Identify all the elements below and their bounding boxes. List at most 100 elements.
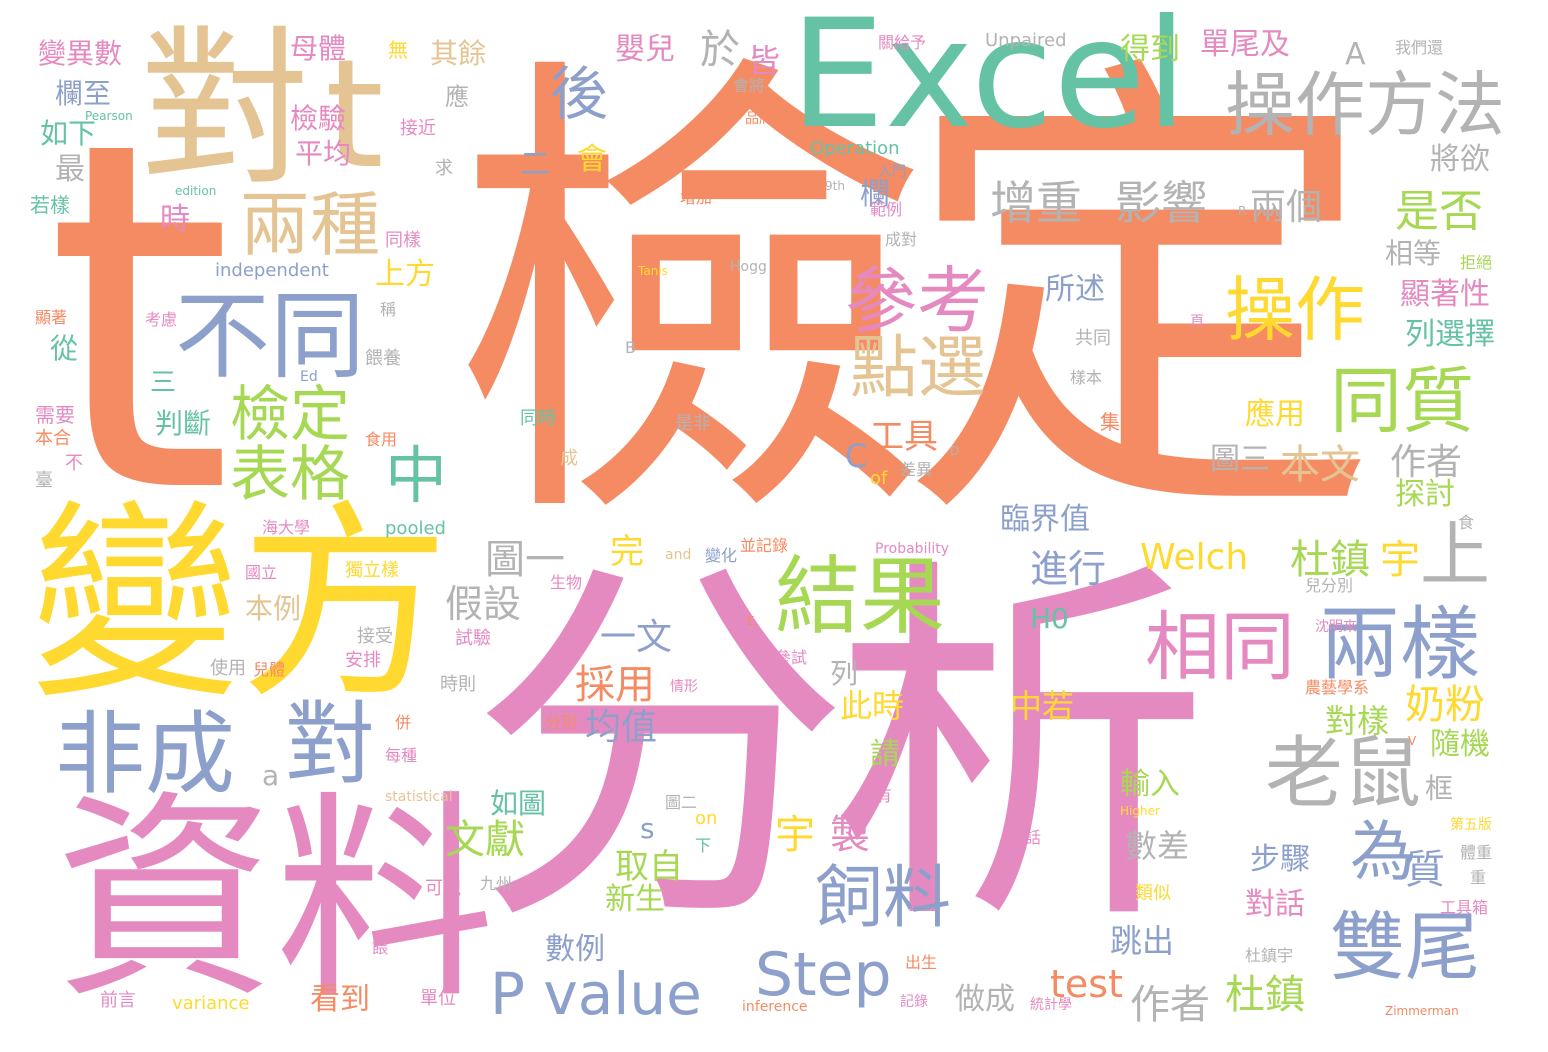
word: 下 — [695, 836, 712, 855]
word: Probability — [875, 541, 950, 557]
word: 框 — [1425, 772, 1454, 805]
word: Ed — [300, 369, 318, 385]
word: 九州 — [480, 874, 513, 893]
word: 沈明來 — [1315, 619, 1357, 635]
word: 二 — [520, 147, 550, 182]
word: 分析 — [470, 528, 1210, 971]
word: 試驗 — [455, 628, 491, 649]
word: 獨立樣 — [345, 560, 399, 581]
word: independent — [215, 260, 329, 281]
word: Welch — [1140, 537, 1249, 578]
word: 品牌 — [745, 111, 773, 127]
word: 將欲 — [1430, 142, 1490, 177]
word: 如下 — [40, 117, 97, 150]
word: Unpaired — [985, 30, 1067, 51]
word: 不 — [65, 453, 83, 474]
word: 不同 — [175, 282, 366, 392]
word: 得到 — [1120, 32, 1180, 67]
word: 雙尾 — [1330, 903, 1481, 991]
word: 無 — [388, 38, 408, 62]
word: 變異數 — [38, 37, 123, 70]
word: 均值 — [585, 707, 658, 748]
word: 相等 — [1385, 237, 1442, 270]
word: 探討 — [1395, 477, 1455, 512]
word: 檢定 — [450, 20, 1380, 579]
word: 會 — [577, 142, 607, 177]
word: 範例 — [870, 200, 903, 219]
word: 杜鎮宇 — [1245, 946, 1294, 965]
word: 數例 — [545, 932, 605, 967]
word: 點選 — [850, 329, 987, 408]
word: 後 — [550, 60, 609, 128]
word: 是否 — [1395, 186, 1483, 237]
word: and — [665, 547, 692, 563]
word: 相同 — [1145, 603, 1296, 691]
word: s — [640, 812, 655, 845]
word: 中若 — [1010, 687, 1075, 725]
word: 作者 — [1130, 982, 1210, 1028]
word: 顯著 — [35, 308, 68, 327]
word: 對 — [140, 11, 311, 209]
word: 如圖 — [490, 787, 547, 820]
word: H0 — [1030, 602, 1069, 635]
word: 增加 — [680, 188, 713, 207]
word: 國立 — [245, 563, 278, 582]
word: 食 — [1458, 513, 1475, 532]
word: 所述 — [1045, 272, 1105, 307]
word: 頁 — [1190, 314, 1204, 330]
word: a — [262, 759, 280, 792]
word: 判斷 — [155, 407, 212, 440]
word: 接近 — [400, 118, 436, 139]
word: 製 — [830, 812, 870, 858]
word: 兒分別 — [1305, 576, 1354, 595]
word: 臨界值 — [1000, 502, 1090, 537]
word: variance — [172, 993, 250, 1014]
word: 兩種 — [240, 184, 380, 266]
word: 看到 — [310, 982, 370, 1017]
word: 對樣 — [1325, 702, 1390, 740]
word: Tanis — [638, 264, 668, 278]
word: 記錄 — [900, 994, 928, 1010]
word: 本文 — [1280, 442, 1360, 488]
word: 參考 — [845, 259, 990, 343]
word: 農藝學系 — [1305, 678, 1370, 697]
word: 其餘 — [430, 37, 487, 70]
word: 同樣 — [385, 230, 421, 251]
word: 分別 — [545, 713, 578, 732]
word: 成 — [560, 448, 578, 469]
word: 取自 — [615, 847, 683, 887]
word: 圖二 — [665, 793, 698, 812]
word: 列 — [830, 657, 859, 690]
word: 進行 — [1030, 547, 1107, 591]
word: 應用 — [1245, 397, 1305, 432]
word: 完 — [610, 532, 644, 572]
word: 增重 — [990, 176, 1082, 230]
word: 質 — [1405, 847, 1445, 893]
word: 中 — [385, 439, 448, 512]
word: 兩個 — [1250, 187, 1323, 228]
word: 前言 — [100, 990, 136, 1011]
word: 本合 — [35, 428, 71, 449]
word: pooled — [385, 518, 446, 539]
word: 我們還 — [1395, 38, 1444, 57]
word: 資料 — [55, 772, 496, 1028]
word: 差異 — [900, 460, 933, 479]
word: 顯著性 — [1400, 277, 1490, 312]
word: 飼料 — [815, 859, 952, 938]
word: 集 — [1100, 410, 1120, 434]
word: 話 — [1025, 828, 1042, 847]
word: 步驟 — [1250, 842, 1310, 877]
word: 重 — [1470, 868, 1487, 887]
word: 操作方法 — [1225, 64, 1505, 146]
word: 會將 — [733, 76, 766, 95]
word: 單尾及 — [1200, 27, 1290, 62]
word: 兩樣 — [1320, 598, 1480, 691]
word: 統計學 — [1030, 997, 1072, 1013]
word: 請 — [870, 737, 900, 772]
word: Pearson — [85, 109, 133, 123]
word: 此時 — [840, 687, 905, 725]
word: 非成 — [55, 702, 235, 807]
word: 餵 — [372, 938, 389, 957]
word: 做成 — [955, 982, 1015, 1017]
word: 隨機 — [1430, 727, 1490, 762]
